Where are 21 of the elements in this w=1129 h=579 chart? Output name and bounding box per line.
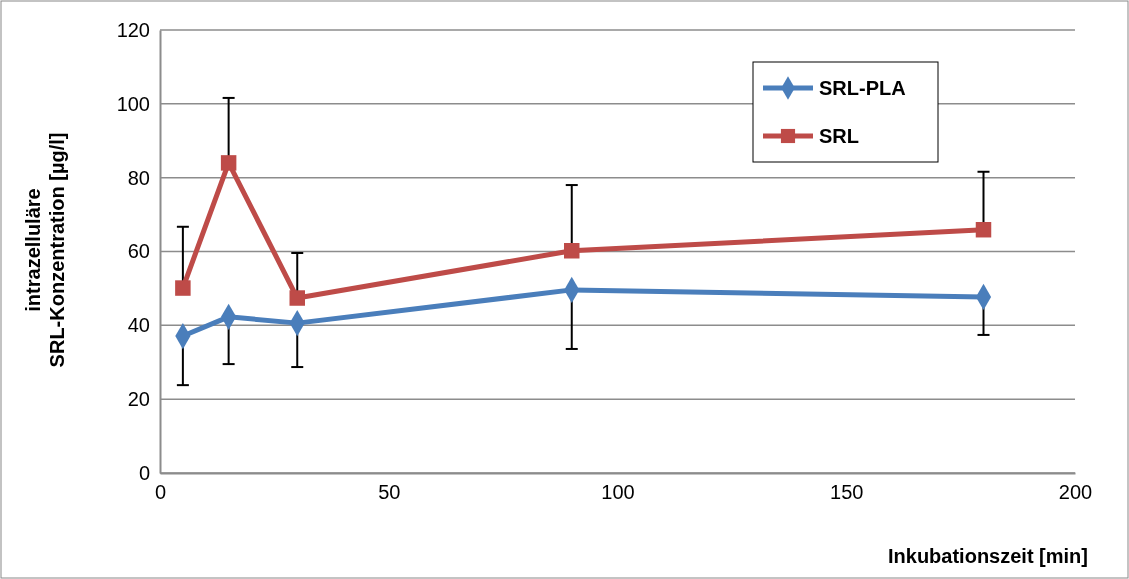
y-tick-label: 40 [127,314,150,337]
x-tick-label: 100 [601,481,635,504]
y-axis-title: intrazelluläre SRL-Konzentration [µg/l] [22,132,68,368]
y-tick-label: 100 [116,92,150,115]
x-tick-label: 200 [1058,481,1093,504]
y-tick-label: 120 [116,18,150,41]
y-tick-label: 60 [127,240,150,263]
point [175,280,191,296]
legend-label: SRL [819,125,859,147]
x-tick-label: 50 [378,481,401,504]
point [220,155,237,171]
legend-label: SRL-PLA [819,77,906,99]
point [564,243,580,259]
y-tick-label: 0 [138,461,150,484]
x-axis-title: Inkubationszeit [min] [888,545,1088,567]
y-tick-label: 80 [127,166,150,189]
y-tick-label: 20 [127,388,150,411]
point [975,221,992,238]
point [289,290,305,306]
x-tick-label: 150 [830,481,864,504]
x-tick-label: 0 [154,481,167,504]
